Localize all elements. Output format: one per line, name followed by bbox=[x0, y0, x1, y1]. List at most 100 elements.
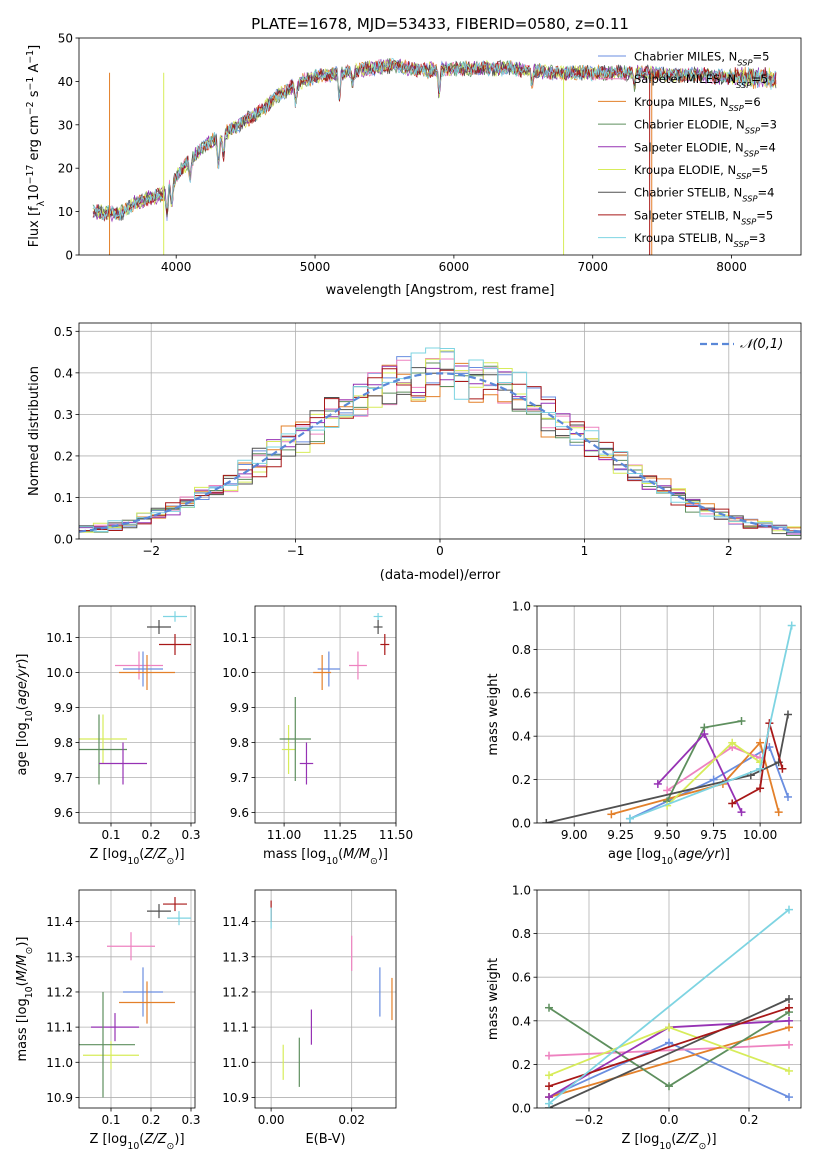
x-axis-label-part: age/yr bbox=[678, 847, 721, 862]
y-axis-label-part: −1 bbox=[25, 50, 36, 64]
chart-mass-vs-z: 0.1 0.2 0.310.911.011.111.211.311.4Z [log1… bbox=[15, 889, 201, 1152]
error-bar-point bbox=[163, 897, 187, 912]
tick-label-x: 11.25 bbox=[323, 828, 357, 842]
x-axis-label-part: ( bbox=[139, 847, 144, 862]
x-axis-label-part: ⊙ bbox=[167, 1141, 175, 1152]
x-axis-label-part: )] bbox=[720, 847, 730, 862]
tick-label-y: 9.8 bbox=[54, 736, 73, 750]
tick-label-y: 9.7 bbox=[230, 771, 249, 785]
legend-label: Salpeter ELODIE, NSSP=4 bbox=[634, 140, 776, 158]
mass-weight-marker bbox=[607, 810, 616, 819]
x-axis-label-part: )] bbox=[706, 1132, 716, 1147]
tick-label-y: 11.2 bbox=[222, 985, 249, 999]
error-bar-point bbox=[373, 613, 383, 620]
x-axis-label-part: ⊙ bbox=[167, 856, 175, 867]
error-bar-point bbox=[115, 651, 163, 680]
tick-label-x: 0.0 bbox=[659, 1113, 678, 1127]
y-axis-label-part: Flux [f bbox=[27, 206, 42, 247]
tick-label-y: 11.2 bbox=[46, 985, 73, 999]
mass-weight-marker bbox=[778, 764, 787, 773]
tick-label-x: 9.25 bbox=[607, 828, 634, 842]
tick-label-y: 0 bbox=[65, 249, 73, 263]
error-bar-point bbox=[99, 742, 147, 785]
error-bar-point bbox=[317, 651, 341, 687]
x-axis-label-part: ( bbox=[673, 847, 678, 862]
tick-label-y: 10.9 bbox=[222, 1091, 249, 1105]
legend-label-part: Chabrier MILES, N bbox=[634, 50, 737, 64]
plot-area bbox=[537, 606, 801, 823]
tick-label-y: 10.1 bbox=[222, 631, 249, 645]
legend-label-part: SSP bbox=[744, 148, 759, 158]
legend-label-part: Salpeter STELIB, N bbox=[634, 208, 741, 222]
tick-label-y: 9.8 bbox=[230, 736, 249, 750]
legend-label-part: =5 bbox=[756, 208, 773, 222]
tick-label-y: 0.0 bbox=[512, 1102, 531, 1116]
plot-area bbox=[255, 606, 396, 823]
tick-label-x: 0.2 bbox=[141, 828, 160, 842]
mass-weight-marker bbox=[785, 1003, 793, 1012]
mass-weight-line bbox=[548, 908, 790, 1105]
tick-label-x: 0.3 bbox=[181, 828, 200, 842]
legend-label: Chabrier STELIB, NSSP=4 bbox=[634, 186, 774, 204]
tick-label-y: 0.4 bbox=[54, 366, 73, 380]
x-axis-label-part: ⊙ bbox=[699, 1141, 707, 1152]
mass-weight-marker bbox=[756, 784, 765, 793]
mass-weight-marker bbox=[700, 730, 709, 739]
y-axis-label-part: )] bbox=[15, 653, 30, 663]
axes-frame bbox=[78, 889, 196, 1109]
x-axis-label-part: M/M bbox=[343, 847, 370, 862]
mass-weight-marker bbox=[653, 779, 662, 788]
y-axis-label-part: λ bbox=[36, 200, 47, 206]
tick-label-x: 0.02 bbox=[338, 1113, 365, 1127]
x-axis-label-part: mass [log bbox=[263, 847, 326, 862]
tick-label-x: 0.1 bbox=[101, 828, 120, 842]
chart-title: PLATE=1678, MJD=53433, FIBERID=0580, z=0… bbox=[251, 15, 629, 33]
legend-label-part: =3 bbox=[760, 118, 777, 132]
tick-label-x: 0.2 bbox=[141, 1113, 160, 1127]
axes-frame bbox=[254, 889, 397, 1109]
legend-label: Salpeter MILES, NSSP=5 bbox=[634, 72, 768, 90]
x-axis-label-part: 10 bbox=[127, 1141, 139, 1152]
legend-label-part: Salpeter ELODIE, N bbox=[634, 140, 744, 154]
x-axis-label-part: )] bbox=[174, 1132, 184, 1147]
x-axis-label-part: ( bbox=[139, 1132, 144, 1147]
mass-weight-marker bbox=[785, 995, 793, 1003]
tick-label-y: 10.0 bbox=[46, 666, 73, 680]
mass-weight-marker bbox=[625, 814, 634, 823]
error-bar-point bbox=[123, 651, 163, 687]
tick-label-y: 11.4 bbox=[222, 915, 249, 929]
mass-weight-marker bbox=[663, 786, 672, 795]
residual-histogram bbox=[79, 347, 801, 533]
axes-frame bbox=[78, 322, 802, 540]
tick-label-y: 0.4 bbox=[512, 730, 531, 744]
y-axis-label-part: 10 bbox=[24, 710, 35, 722]
legend-label-part: =4 bbox=[757, 186, 774, 200]
tick-label-x: 0.3 bbox=[181, 1113, 200, 1127]
error-bar-point bbox=[380, 634, 390, 655]
tick-label-x: 4000 bbox=[161, 260, 192, 274]
legend-label-part: Chabrier STELIB, N bbox=[634, 186, 742, 200]
y-axis-label-part: 10 bbox=[27, 184, 42, 201]
mass-weight-marker bbox=[728, 738, 737, 747]
plot-area bbox=[92, 57, 777, 255]
tick-label-x: 0.1 bbox=[101, 1113, 120, 1127]
mass-weight-marker bbox=[665, 1082, 673, 1091]
legend-label-part: Kroupa STELIB, N bbox=[634, 231, 734, 245]
plot-area bbox=[255, 890, 396, 1108]
x-axis-label-part: 10 bbox=[659, 1141, 671, 1152]
mass-weight-marker bbox=[785, 1016, 793, 1025]
mass-weight-marker bbox=[545, 1082, 553, 1091]
legend-label-part: =5 bbox=[751, 72, 768, 86]
legend-label-part: SSP bbox=[736, 171, 751, 181]
error-bar-point bbox=[79, 991, 135, 1098]
tick-label-y: 10.9 bbox=[46, 1091, 73, 1105]
plot-area bbox=[537, 890, 801, 1108]
tick-label-x: 6000 bbox=[439, 260, 470, 274]
tick-label-x: 1 bbox=[581, 544, 589, 558]
plot-area bbox=[79, 890, 195, 1108]
y-axis-label: mass weight bbox=[486, 958, 501, 1040]
y-axis-label: mass weight bbox=[486, 673, 501, 755]
error-bar-point bbox=[279, 697, 311, 781]
tick-label-x: 11.00 bbox=[267, 828, 301, 842]
